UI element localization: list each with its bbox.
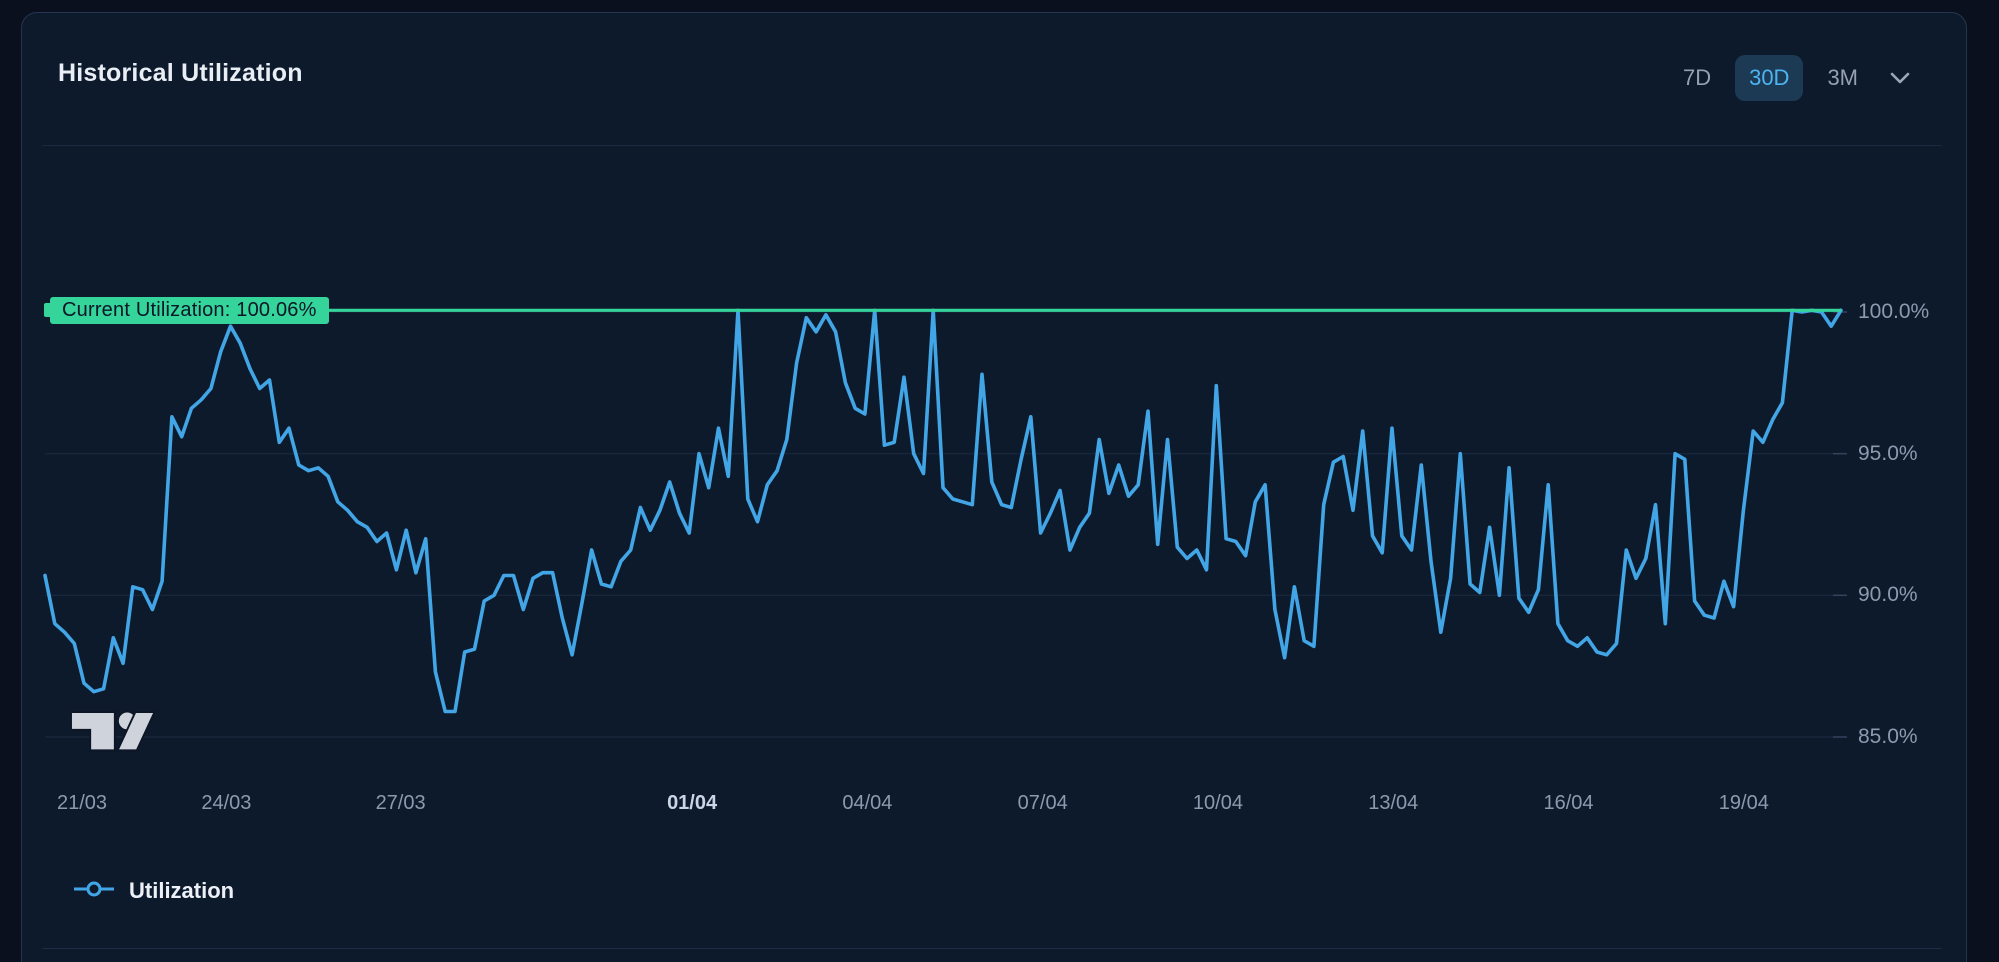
y-axis-label: 85.0% — [1858, 724, 1918, 748]
range-3m-button[interactable]: 3M — [1813, 55, 1872, 101]
card-header: Historical Utilization 7D 30D 3M — [22, 13, 1966, 145]
y-axis-label: 90.0% — [1858, 583, 1918, 607]
range-7d-button[interactable]: 7D — [1669, 55, 1725, 101]
x-axis-label: 21/03 — [56, 792, 108, 814]
x-axis-label: 27/03 — [375, 792, 426, 814]
x-axis-label: 13/04 — [1368, 792, 1419, 814]
header-divider — [42, 145, 1942, 146]
x-axis-label: 19/04 — [1718, 792, 1769, 814]
y-axis-label: 95.0% — [1858, 441, 1918, 465]
x-axis-label: 04/04 — [842, 792, 893, 814]
utilization-series-marker-icon — [73, 879, 115, 904]
page-title: Historical Utilization — [58, 59, 303, 87]
legend[interactable]: Utilization — [73, 878, 234, 904]
gridlines — [45, 311, 1847, 738]
current-utilization-label: Current Utilization: 100.06% — [50, 296, 329, 324]
x-axis-label: 10/04 — [1192, 792, 1243, 814]
range-dropdown-button[interactable] — [1882, 68, 1912, 88]
x-axis-label: 24/03 — [201, 792, 252, 814]
bottom-divider — [42, 948, 1942, 949]
current-utilization-label-tail — [44, 303, 52, 318]
x-axis-label: 16/04 — [1543, 792, 1594, 814]
range-switcher: 7D 30D 3M — [1669, 47, 1912, 109]
tradingview-logo-icon[interactable] — [70, 710, 157, 752]
y-axis-label: 100.0% — [1858, 300, 1930, 323]
x-axis-label: 01/04 — [667, 792, 718, 814]
legend-label: Utilization — [129, 878, 235, 903]
utilization-line — [43, 308, 1843, 714]
range-30d-button[interactable]: 30D — [1735, 55, 1804, 101]
chevron-down-icon — [1890, 72, 1910, 88]
x-axis-label: 07/04 — [1017, 792, 1068, 814]
